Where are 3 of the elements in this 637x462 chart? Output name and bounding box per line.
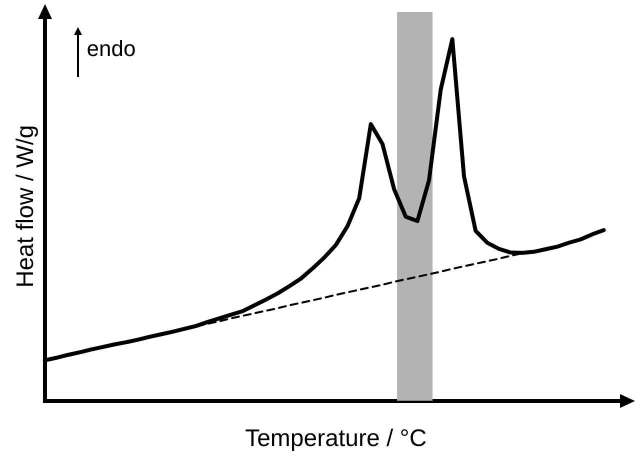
y-axis-title: Heat flow / W/g	[12, 125, 40, 288]
x-axis-title: Temperature / °C	[245, 425, 427, 452]
annotation: endo	[86, 36, 136, 62]
